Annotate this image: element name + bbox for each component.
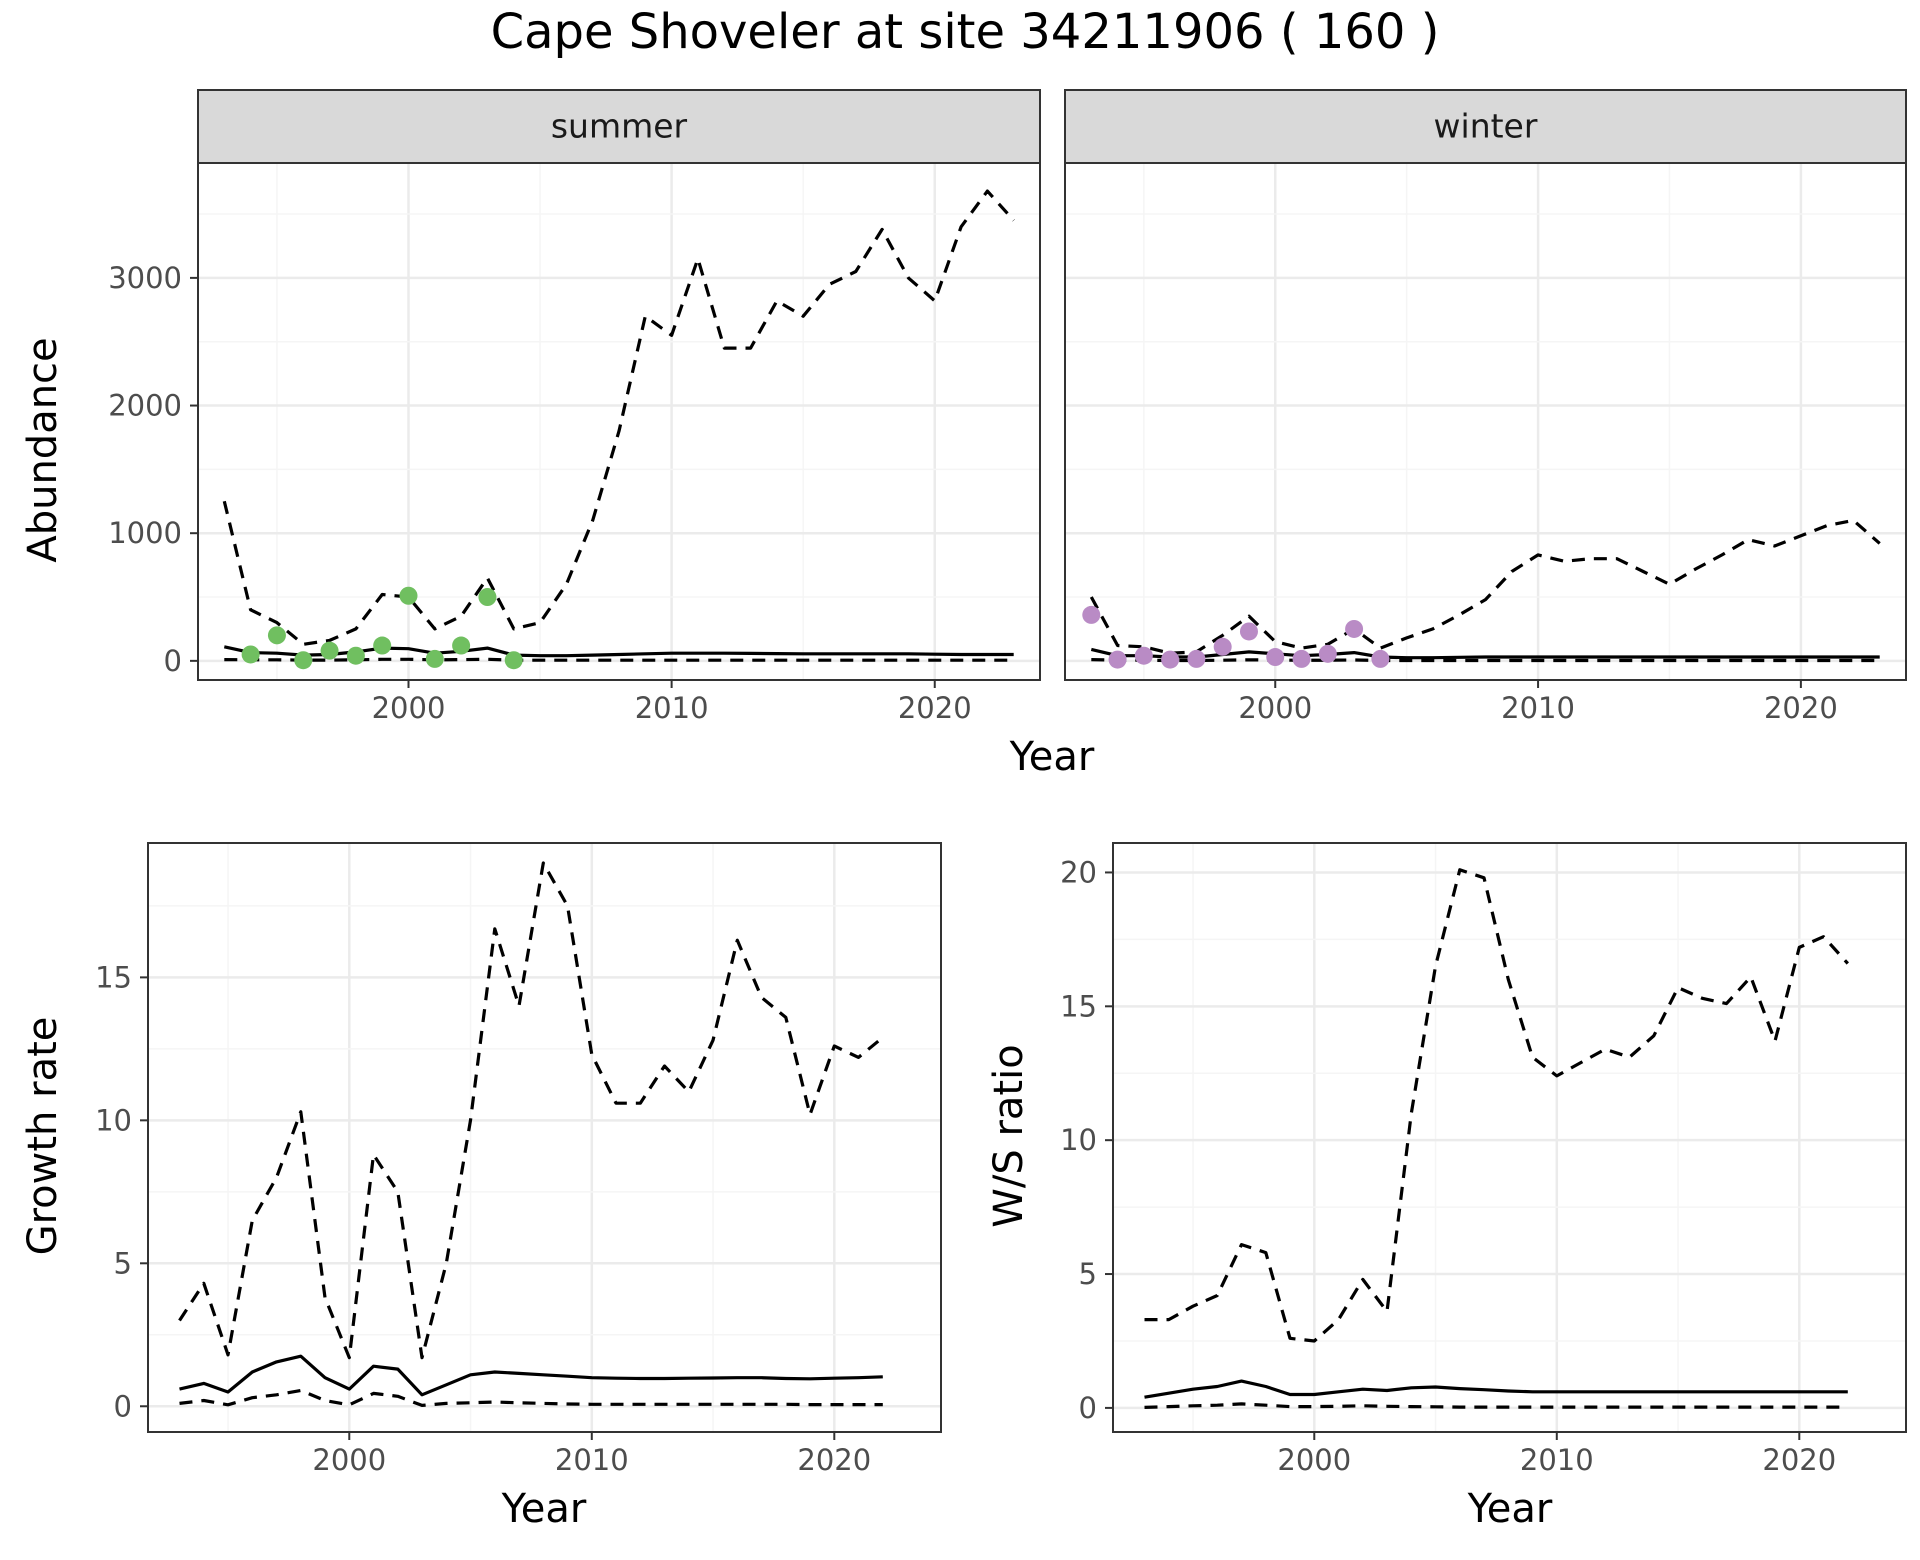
y-tick-label: 0 — [1079, 1391, 1097, 1425]
gridlines — [1065, 163, 1906, 680]
x-axis-title-shared: Year — [1009, 734, 1095, 780]
panel-border — [1112, 842, 1907, 1433]
x-tick-label: 2020 — [1764, 691, 1838, 725]
data-point — [373, 636, 392, 655]
x-axis-title: Year — [1467, 1486, 1553, 1532]
figure-title: Cape Shoveler at site 34211906 ( 160 ) — [491, 4, 1440, 60]
y-tick-label: 10 — [1060, 1123, 1097, 1157]
data-point — [320, 641, 339, 660]
series-line-upper — [1089, 518, 1881, 655]
data-point — [1161, 650, 1180, 669]
series-line-mean — [1144, 1379, 1848, 1399]
x-tick-label: 2020 — [898, 691, 972, 725]
data-point — [346, 646, 365, 665]
data-point — [1318, 644, 1337, 663]
panel-summer: summer 2000 2010 2020 0 1000 2000 3000 Abundance — [20, 89, 1041, 725]
gridlines — [148, 843, 941, 1432]
y-tick-label: 5 — [1079, 1257, 1097, 1291]
panel-growth: 2000 2010 2020 0 5 10 15 Growth rate Year — [20, 842, 942, 1532]
data-point — [1108, 650, 1127, 669]
series-line-upper — [222, 189, 1015, 646]
series-line-lower — [1144, 1402, 1848, 1409]
panel-border — [147, 842, 942, 1433]
x-tick-label: 2010 — [1501, 691, 1575, 725]
y-tick-label: 3000 — [108, 261, 182, 295]
y-tick-label: 1000 — [108, 516, 182, 550]
strip-header — [197, 89, 1041, 164]
data-point — [1239, 622, 1258, 641]
data-point — [1134, 646, 1153, 665]
data-point — [399, 586, 418, 605]
x-tick-label: 2010 — [555, 1443, 629, 1477]
data-point — [478, 588, 497, 607]
x-tick-label: 2000 — [1277, 1443, 1351, 1477]
data-point — [1345, 619, 1364, 638]
data-point — [294, 651, 313, 670]
data-point — [241, 645, 260, 664]
data-point — [1371, 649, 1390, 668]
data-point — [425, 649, 444, 668]
panel-ratio: 2000 2010 2020 0 5 10 15 20 W/S ratio Year — [986, 842, 1907, 1532]
data-point — [267, 626, 286, 645]
panel-border — [1064, 162, 1907, 681]
series-line-mean — [179, 1354, 883, 1397]
x-tick-label: 2000 — [312, 1443, 386, 1477]
series-line-lower — [179, 1388, 883, 1408]
y-axis-title: Growth rate — [20, 1017, 66, 1256]
data-point — [1266, 648, 1285, 667]
x-tick-label: 2020 — [1762, 1443, 1836, 1477]
y-axis-title: W/S ratio — [986, 1044, 1032, 1227]
gridlines — [1113, 843, 1906, 1432]
x-tick-label: 2000 — [1238, 691, 1312, 725]
data-point — [1213, 637, 1232, 656]
x-tick-label: 2010 — [635, 691, 709, 725]
y-tick-label: 0 — [164, 644, 182, 678]
y-tick-label: 0 — [114, 1389, 132, 1423]
strip-label: winter — [1434, 107, 1538, 146]
x-axis-title: Year — [501, 1486, 587, 1532]
series-line-upper — [178, 861, 884, 1360]
y-tick-label: 10 — [95, 1103, 132, 1137]
y-tick-label: 5 — [114, 1246, 132, 1280]
y-tick-label: 2000 — [108, 389, 182, 423]
strip-label: summer — [551, 107, 688, 146]
y-tick-label: 15 — [1060, 989, 1097, 1023]
panel-border — [197, 162, 1041, 681]
panel-winter: winter 2000 2010 2020 — [1064, 89, 1907, 725]
x-tick-label: 2000 — [372, 691, 446, 725]
data-point — [1082, 605, 1101, 624]
data-point — [1187, 649, 1206, 668]
x-tick-label: 2020 — [797, 1443, 871, 1477]
data-point — [452, 636, 471, 655]
series-line-upper — [1144, 868, 1849, 1343]
y-tick-label: 20 — [1060, 855, 1097, 889]
y-axis-title: Abundance — [20, 337, 66, 562]
data-point — [504, 651, 523, 670]
y-tick-label: 15 — [95, 960, 132, 994]
data-point — [1292, 649, 1311, 668]
x-tick-label: 2010 — [1520, 1443, 1594, 1477]
